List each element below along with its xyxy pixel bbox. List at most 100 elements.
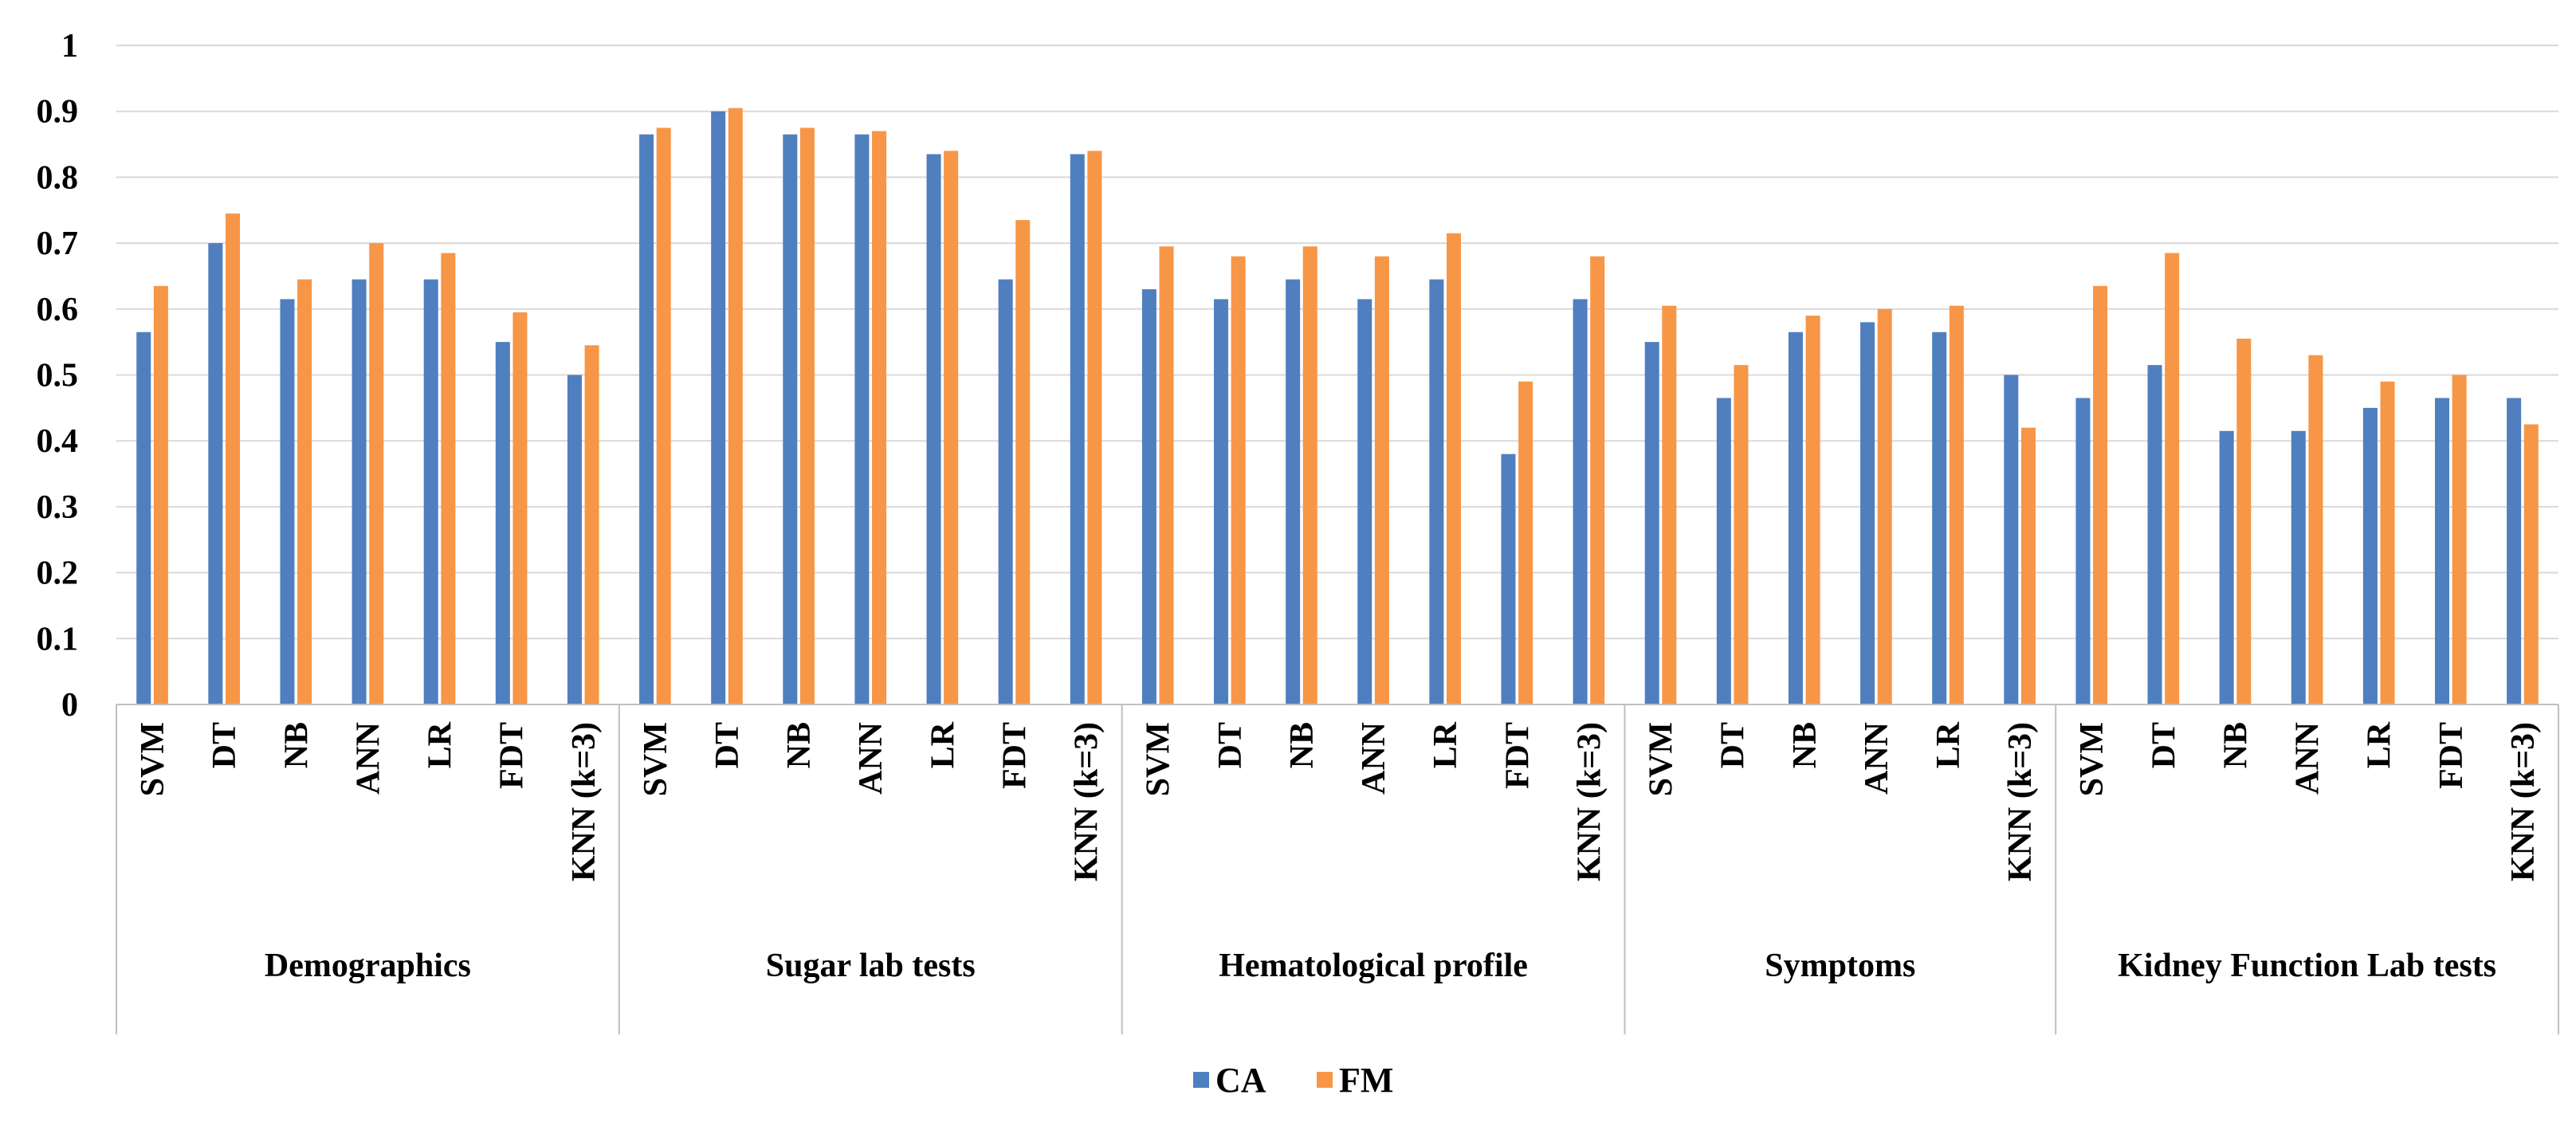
group-label: Hematological profile	[1219, 948, 1528, 984]
bar-fm	[225, 213, 241, 704]
bar-fm	[2380, 381, 2395, 704]
y-tick-label: 0.2	[37, 555, 79, 592]
bar-ca	[280, 299, 295, 704]
legend-label-ca: CA	[1215, 1061, 1266, 1100]
bar-fm	[1590, 256, 1605, 704]
bar-ca	[639, 134, 654, 704]
bar-fm	[2165, 253, 2180, 704]
bar-ca	[998, 279, 1013, 705]
x-tick-label: NB	[278, 722, 315, 768]
bar-ca	[2147, 365, 2162, 704]
x-tick-label: ANN	[350, 722, 387, 795]
x-tick-label: KNN (k=3)	[2002, 722, 2039, 881]
x-tick-label: LR	[2362, 721, 2398, 768]
bar-fm	[1302, 246, 1317, 704]
bar-fm	[872, 131, 887, 704]
x-tick-label: LR	[422, 721, 459, 768]
bar-ca	[1286, 279, 1301, 705]
bar-fm	[1087, 151, 1102, 704]
x-tick-label: DT	[1715, 722, 1752, 768]
x-tick-label: NB	[1787, 722, 1824, 768]
x-tick-label: LR	[1930, 721, 1967, 768]
x-tick-label: ANN	[1859, 722, 1895, 795]
bar-ca	[854, 134, 870, 704]
x-tick-label: ANN	[2290, 722, 2327, 795]
bar-fm	[512, 312, 528, 704]
bar-fm	[2308, 355, 2323, 704]
x-tick-label: NB	[781, 722, 818, 768]
bar-ca	[1573, 299, 1588, 704]
bar-fm	[369, 243, 384, 705]
legend-swatch-ca	[1193, 1072, 1209, 1088]
bar-ca	[2075, 398, 2091, 704]
x-tick-label: FDT	[2433, 722, 2470, 789]
x-tick-label: FDT	[494, 722, 531, 789]
x-tick-label: SVM	[638, 722, 674, 796]
bar-ca	[2507, 398, 2522, 704]
bar-ca	[2219, 430, 2234, 704]
bar-ca	[1860, 322, 1875, 704]
bar-ca	[1932, 332, 1947, 704]
group-label: Symptoms	[1765, 948, 1915, 984]
bar-ca	[2004, 375, 2019, 704]
bar-ca	[2434, 398, 2450, 704]
bar-ca	[1429, 279, 1444, 705]
x-tick-label: LR	[1427, 721, 1464, 768]
x-tick-label: ANN	[853, 722, 889, 795]
group-label: Kidney Function Lab tests	[2118, 948, 2496, 984]
y-tick-label: 0.9	[37, 94, 79, 131]
x-tick-label: LR	[925, 721, 961, 768]
x-tick-label: DT	[709, 722, 746, 768]
bar-fm	[944, 151, 959, 704]
x-tick-label: KNN (k=3)	[2505, 722, 2542, 881]
gridlines	[116, 45, 2558, 640]
bar-fm	[1374, 256, 1389, 704]
bar-fm	[1662, 305, 1677, 704]
bar-ca	[1357, 299, 1372, 704]
y-tick-label: 0	[61, 687, 78, 724]
bar-fm	[1805, 316, 1820, 704]
bar-ca	[783, 134, 798, 704]
x-tick-label: DT	[1212, 722, 1249, 768]
bar-fm	[1518, 381, 1533, 704]
x-tick-label: FDT	[996, 722, 1033, 789]
x-tick-label: NB	[1284, 722, 1321, 768]
x-tick-label: DT	[2146, 722, 2182, 768]
x-tick-label: FDT	[1499, 722, 1536, 789]
bar-ca	[423, 279, 438, 705]
bar-fm	[584, 345, 599, 704]
bar-fm	[153, 285, 168, 705]
bar-ca	[208, 243, 223, 705]
bar-fm	[1877, 308, 1892, 704]
bars	[136, 108, 2539, 705]
bar-ca	[1644, 342, 1659, 704]
bar-ca	[1501, 453, 1516, 704]
x-tick-label: SVM	[135, 722, 171, 796]
x-tick-label: DT	[206, 722, 243, 768]
bar-fm	[2093, 285, 2108, 705]
x-tick-label: SVM	[1643, 722, 1680, 796]
x-tick-label: KNN (k=3)	[1069, 722, 1105, 881]
bar-fm	[799, 128, 815, 704]
x-tick-label: KNN (k=3)	[566, 722, 603, 881]
x-tick-label: NB	[2217, 722, 2254, 768]
bar-fm	[2020, 427, 2036, 704]
bar-fm	[1949, 305, 1964, 704]
bar-ca	[1716, 398, 1731, 704]
y-axis-ticks: 0 0.1 0.2 0.3 0.4 0.5 0.6 0.7 0.8 0.9 1	[37, 28, 79, 724]
bar-fm	[2452, 375, 2467, 704]
bar-fm	[297, 279, 312, 705]
x-tick-label: ANN	[1356, 722, 1392, 795]
x-tick-label: SVM	[2074, 722, 2111, 796]
bar-fm	[656, 128, 671, 704]
bar-ca	[926, 154, 941, 704]
x-tick-label: KNN (k=3)	[1571, 722, 1608, 881]
bar-fm	[1015, 220, 1031, 704]
y-tick-label: 0.5	[37, 358, 79, 394]
bar-fm	[441, 253, 456, 704]
y-tick-label: 1	[61, 28, 78, 65]
legend-swatch-fm	[1317, 1072, 1333, 1088]
group-label: Sugar lab tests	[766, 948, 976, 984]
bar-fm	[1159, 246, 1174, 704]
